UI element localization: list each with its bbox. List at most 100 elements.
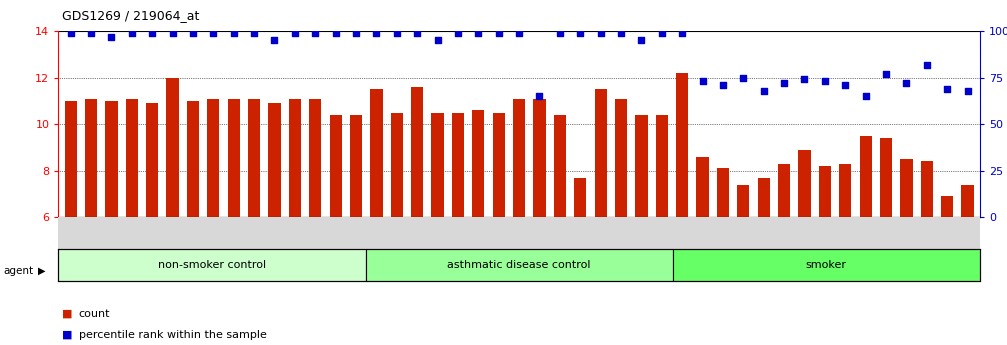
- Point: [695, 79, 711, 84]
- Text: ■: ■: [62, 309, 73, 319]
- Text: asthmatic disease control: asthmatic disease control: [447, 260, 591, 270]
- Point: [654, 30, 670, 36]
- Point: [470, 30, 486, 36]
- Point: [144, 30, 160, 36]
- Point: [430, 38, 446, 43]
- Point: [898, 80, 914, 86]
- Point: [613, 30, 629, 36]
- Point: [83, 30, 99, 36]
- Point: [552, 30, 568, 36]
- Bar: [64, 101, 77, 217]
- Bar: [472, 110, 484, 217]
- Bar: [349, 115, 363, 217]
- Bar: [513, 99, 526, 217]
- Point: [715, 82, 731, 88]
- Bar: [717, 168, 729, 217]
- Point: [735, 75, 751, 80]
- Point: [164, 30, 180, 36]
- Point: [124, 30, 140, 36]
- Text: non-smoker control: non-smoker control: [158, 260, 266, 270]
- Bar: [757, 178, 769, 217]
- Point: [327, 30, 343, 36]
- Bar: [289, 99, 301, 217]
- Bar: [106, 101, 118, 217]
- Bar: [673, 249, 980, 281]
- Text: count: count: [79, 309, 110, 319]
- Point: [62, 30, 79, 36]
- Point: [185, 30, 201, 36]
- Bar: [207, 99, 220, 217]
- Bar: [492, 112, 505, 217]
- Text: ▶: ▶: [38, 266, 45, 276]
- Bar: [126, 99, 138, 217]
- Point: [205, 30, 222, 36]
- Bar: [166, 78, 178, 217]
- Point: [858, 93, 874, 99]
- Point: [776, 80, 793, 86]
- Point: [878, 71, 894, 77]
- Point: [592, 30, 608, 36]
- Point: [409, 30, 425, 36]
- Point: [918, 62, 934, 67]
- Text: GDS1269 / 219064_at: GDS1269 / 219064_at: [62, 9, 199, 22]
- Bar: [594, 89, 607, 217]
- Bar: [962, 185, 974, 217]
- Point: [307, 30, 323, 36]
- Bar: [737, 185, 749, 217]
- Point: [837, 82, 853, 88]
- Bar: [635, 115, 648, 217]
- Bar: [942, 196, 954, 217]
- Point: [246, 30, 262, 36]
- Point: [267, 38, 283, 43]
- Point: [348, 30, 365, 36]
- Point: [490, 30, 507, 36]
- Bar: [371, 89, 383, 217]
- Bar: [554, 115, 566, 217]
- Point: [511, 30, 528, 36]
- Bar: [819, 166, 831, 217]
- Bar: [534, 99, 546, 217]
- Bar: [228, 99, 240, 217]
- Point: [450, 30, 466, 36]
- Point: [817, 79, 833, 84]
- Text: ■: ■: [62, 330, 73, 339]
- Bar: [187, 101, 199, 217]
- Point: [532, 93, 548, 99]
- Bar: [452, 112, 464, 217]
- Point: [797, 77, 813, 82]
- Bar: [431, 112, 444, 217]
- Point: [633, 38, 650, 43]
- Bar: [146, 103, 158, 217]
- Bar: [920, 161, 932, 217]
- Bar: [329, 115, 341, 217]
- Text: agent: agent: [3, 266, 33, 276]
- Bar: [411, 87, 423, 217]
- Bar: [656, 115, 668, 217]
- Bar: [309, 99, 321, 217]
- Text: percentile rank within the sample: percentile rank within the sample: [79, 330, 267, 339]
- Bar: [269, 103, 281, 217]
- Bar: [248, 99, 260, 217]
- Bar: [676, 73, 689, 217]
- Bar: [85, 99, 97, 217]
- Bar: [366, 249, 673, 281]
- Bar: [58, 249, 366, 281]
- Text: smoker: smoker: [806, 260, 847, 270]
- Bar: [391, 112, 403, 217]
- Bar: [860, 136, 872, 217]
- Point: [369, 30, 385, 36]
- Bar: [778, 164, 790, 217]
- Point: [287, 30, 303, 36]
- Point: [389, 30, 405, 36]
- Point: [960, 88, 976, 93]
- Bar: [615, 99, 627, 217]
- Bar: [697, 157, 709, 217]
- Point: [104, 34, 120, 39]
- Bar: [900, 159, 912, 217]
- Point: [940, 86, 956, 91]
- Point: [674, 30, 690, 36]
- Bar: [839, 164, 851, 217]
- Point: [755, 88, 771, 93]
- Bar: [574, 178, 586, 217]
- Bar: [799, 150, 811, 217]
